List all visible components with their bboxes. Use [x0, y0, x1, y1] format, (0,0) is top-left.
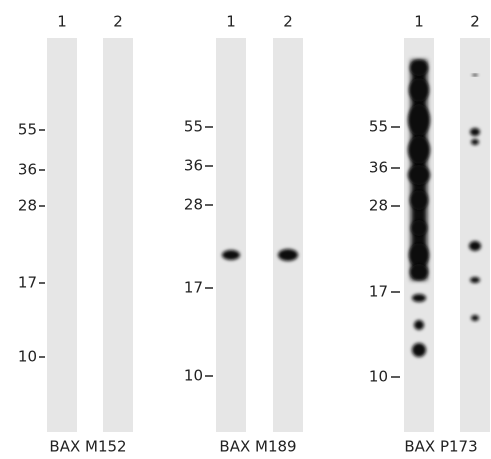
lane — [460, 38, 490, 432]
lane-label: 1 — [414, 13, 424, 31]
band — [472, 74, 478, 76]
marker-label: 10 — [184, 367, 203, 385]
band — [412, 294, 426, 302]
marker-label: 10 — [18, 348, 37, 366]
band — [414, 320, 424, 330]
marker-label: 55 — [18, 121, 37, 139]
band — [412, 343, 426, 357]
marker-label: 28 — [18, 197, 37, 215]
band — [469, 241, 481, 251]
lane — [103, 38, 133, 432]
lane-label: 1 — [226, 13, 236, 31]
marker-label: 55 — [184, 118, 203, 136]
marker-label: 36 — [369, 159, 388, 177]
band — [411, 220, 427, 236]
panel-caption: BAX M189 — [219, 438, 296, 456]
lane-label: 2 — [470, 13, 480, 31]
lane-label: 1 — [57, 13, 67, 31]
band — [410, 60, 428, 76]
band — [278, 249, 298, 261]
band — [471, 139, 479, 145]
lane — [216, 38, 246, 432]
band — [471, 315, 479, 321]
marker-label: 36 — [184, 157, 203, 175]
band — [222, 250, 240, 260]
band — [470, 128, 480, 136]
marker-label: 28 — [369, 197, 388, 215]
panel-caption: BAX P173 — [404, 438, 477, 456]
band — [409, 78, 429, 102]
lane-label: 2 — [113, 13, 123, 31]
panel-caption: BAX M152 — [49, 438, 126, 456]
band — [408, 136, 430, 164]
band — [470, 277, 480, 283]
lane-label: 2 — [283, 13, 293, 31]
marker-label: 17 — [184, 279, 203, 297]
marker-label: 17 — [369, 283, 388, 301]
marker-label: 17 — [18, 274, 37, 292]
band — [410, 190, 428, 210]
marker-label: 10 — [369, 368, 388, 386]
band — [408, 104, 430, 136]
lane — [47, 38, 77, 432]
marker-label: 55 — [369, 118, 388, 136]
marker-label: 28 — [184, 196, 203, 214]
band — [410, 264, 428, 280]
band — [409, 243, 429, 267]
marker-label: 36 — [18, 161, 37, 179]
band — [408, 165, 430, 185]
lane — [273, 38, 303, 432]
